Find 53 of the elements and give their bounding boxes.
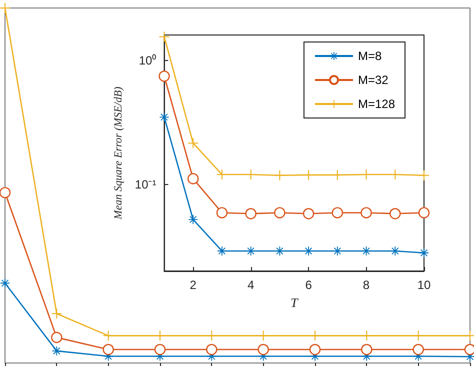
- point: [361, 344, 372, 356]
- point: [360, 207, 372, 218]
- y-axis-title: Mean Square Error (MSE/dB): [112, 86, 124, 220]
- point: [154, 344, 166, 356]
- x-tick-label: 6: [305, 278, 312, 292]
- x-axis-title: T: [290, 294, 299, 310]
- point: [188, 138, 198, 148]
- point: [362, 330, 372, 341]
- point: [155, 330, 165, 341]
- point: [102, 344, 114, 356]
- x-tick-label: 10: [417, 278, 431, 292]
- point: [258, 330, 268, 341]
- point: [188, 173, 199, 184]
- point: [258, 344, 269, 356]
- legend-label: M=128: [358, 97, 396, 111]
- point: [51, 332, 62, 344]
- point: [310, 330, 320, 341]
- x-tick-label: 4: [247, 278, 254, 292]
- point: [245, 208, 256, 220]
- point: [274, 207, 286, 218]
- x-tick-label: 8: [362, 278, 370, 292]
- point: [413, 330, 424, 341]
- point: [390, 208, 401, 220]
- point: [217, 246, 226, 256]
- point: [332, 207, 344, 218]
- point: [309, 344, 321, 356]
- point: [465, 330, 474, 341]
- point: [52, 308, 62, 319]
- point: [52, 346, 62, 356]
- point: [418, 207, 430, 218]
- point: [159, 32, 170, 42]
- y-tick-label: 10⁰: [138, 53, 156, 68]
- point: [390, 246, 400, 256]
- legend-label: M=32: [358, 73, 389, 87]
- x-tick-label: 2: [190, 278, 197, 292]
- point: [216, 207, 228, 218]
- point: [332, 246, 342, 256]
- point: [420, 248, 428, 258]
- point: [158, 70, 170, 82]
- point: [103, 330, 114, 341]
- point: [0, 187, 11, 198]
- legend-label: M=8: [358, 49, 382, 63]
- point: [206, 344, 218, 356]
- point: [206, 330, 217, 341]
- y-tick-label: 10⁻¹: [134, 177, 156, 192]
- point: [419, 170, 429, 180]
- point: [412, 344, 424, 356]
- point: [0, 3, 10, 13]
- point: [188, 215, 198, 224]
- point: [302, 208, 314, 220]
- point: [0, 278, 10, 288]
- point: [274, 170, 285, 180]
- point: [464, 344, 474, 356]
